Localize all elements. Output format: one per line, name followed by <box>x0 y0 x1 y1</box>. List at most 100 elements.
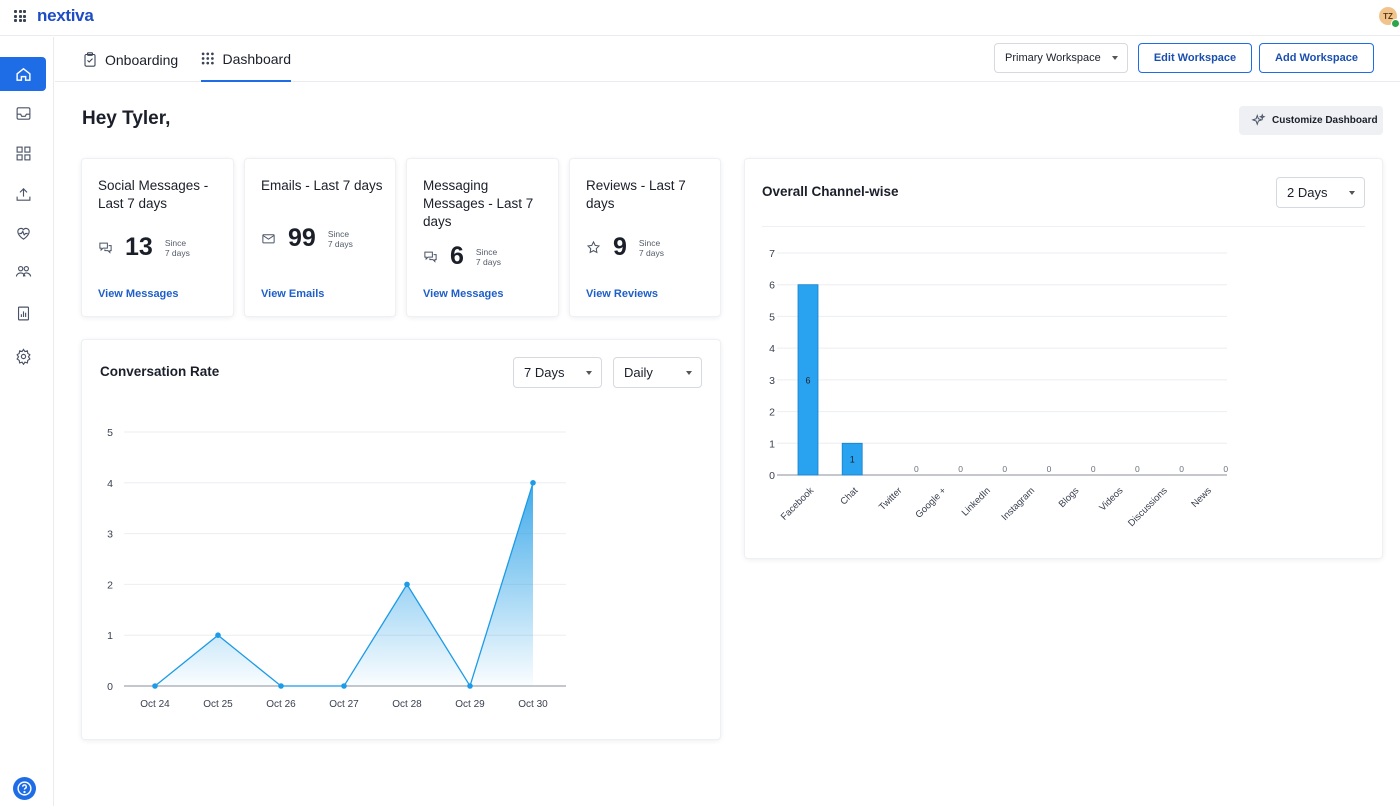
tab-dashboard[interactable]: Dashboard <box>201 37 291 82</box>
settings-icon <box>15 347 31 365</box>
y-tick-label: 3 <box>769 375 775 387</box>
apps-grid-icon <box>16 146 30 160</box>
chevron-down-icon <box>586 370 592 375</box>
x-tick-label: News <box>1189 485 1214 510</box>
view-messages-link[interactable]: View Messages <box>423 288 504 300</box>
page-greeting: Hey Tyler, <box>82 108 171 129</box>
x-tick-label: Oct 28 <box>392 699 422 710</box>
help-button[interactable] <box>13 777 36 800</box>
view-messages-link[interactable]: View Messages <box>98 288 179 300</box>
sidebar-item-team[interactable] <box>0 254 46 288</box>
x-tick-label: Oct 30 <box>518 699 548 710</box>
conversation-rate-chart: 0 1 2 3 4 5 Oct 24 Oct 25 Oct 26 Oct 27 Oct 28 Oct … <box>107 427 566 710</box>
stat-title: Social Messages - Last 7 days <box>98 178 209 211</box>
x-tick-label: Google + <box>913 485 949 521</box>
y-tick-label: 3 <box>107 529 113 541</box>
stat-since: Since 7 days <box>164 237 190 258</box>
nextiva-logo[interactable]: nextiva <box>37 6 94 25</box>
sidebar-item-publish[interactable] <box>0 177 46 211</box>
conversation-rate-panel: Conversation Rate 7 Days Daily 0 1 2 3 4 5 Oct… <box>82 340 720 739</box>
chevron-down-icon <box>1112 56 1118 60</box>
sparkle-icon <box>1251 113 1266 126</box>
home-icon <box>15 67 31 81</box>
chevron-down-icon <box>1349 190 1355 195</box>
x-tick-label: Oct 25 <box>203 699 233 710</box>
bar-value-label: 6 <box>805 375 810 385</box>
dashboard-grid-icon <box>201 52 214 65</box>
customize-dashboard-button[interactable]: Customize Dashboard <box>1239 106 1383 135</box>
page-header: Onboarding Dashboard Primary Workspace E… <box>55 37 1400 82</box>
bar-value-label: 0 <box>914 464 919 474</box>
y-tick-label: 0 <box>107 681 113 693</box>
x-tick-label: Instagram <box>999 485 1037 523</box>
stat-row: 9 Since 7 days <box>586 233 665 262</box>
mail-icon <box>262 234 275 244</box>
sidebar-item-apps[interactable] <box>0 136 46 170</box>
sidebar <box>0 37 54 806</box>
edit-workspace-button[interactable]: Edit Workspace <box>1138 43 1252 73</box>
x-tick-label: Videos <box>1097 485 1125 513</box>
bar-value-label: 0 <box>958 464 963 474</box>
workspace-select-value: Primary Workspace <box>1005 52 1101 64</box>
sidebar-item-settings[interactable] <box>0 339 46 373</box>
stat-title: Messaging Messages - Last 7 days <box>423 178 534 229</box>
x-tick-label: Oct 26 <box>266 699 296 710</box>
channel-wise-panel: Overall Channel-wise 2 Days 0 1 2 3 4 5 6 7 6 Fac… <box>745 159 1382 558</box>
publish-icon <box>16 187 30 201</box>
stat-value: 9 <box>613 233 627 261</box>
bar <box>797 284 819 476</box>
y-tick-label: 5 <box>107 427 113 439</box>
y-tick-label: 4 <box>769 343 775 355</box>
range-select[interactable]: 7 Days <box>513 357 602 388</box>
sidebar-item-inbox[interactable] <box>0 96 46 130</box>
view-reviews-link[interactable]: View Reviews <box>586 288 658 300</box>
stat-card-emails: Emails - Last 7 days 99 Since 7 days Vie… <box>245 159 395 316</box>
report-icon <box>17 306 29 320</box>
panel-title: Conversation Rate <box>100 364 220 379</box>
x-tick-label: Blogs <box>1057 485 1082 510</box>
app-launcher-icon[interactable] <box>14 10 26 22</box>
top-bar: nextiva TZ <box>0 0 1400 36</box>
granularity-select-value: Daily <box>624 365 653 380</box>
bar-value-label: 0 <box>1223 464 1228 474</box>
view-emails-link[interactable]: View Emails <box>261 288 325 300</box>
bar-value-label: 0 <box>1135 464 1140 474</box>
avatar-initials: TZ <box>1383 11 1393 21</box>
customize-dashboard-label: Customize Dashboard <box>1272 115 1378 126</box>
stat-row: 6 Since 7 days <box>423 242 502 271</box>
sidebar-item-reports[interactable] <box>0 296 46 330</box>
panel-title: Overall Channel-wise <box>762 184 899 199</box>
stat-title: Reviews - Last 7 days <box>586 178 686 211</box>
y-tick-label: 7 <box>769 248 775 260</box>
inbox-icon <box>16 106 30 120</box>
x-tick-label: Chat <box>838 485 860 507</box>
user-avatar[interactable]: TZ <box>1379 7 1400 28</box>
stat-title: Emails - Last 7 days <box>261 178 383 193</box>
stat-row: 99 Since 7 days <box>261 224 354 253</box>
data-point <box>215 632 221 638</box>
add-workspace-button[interactable]: Add Workspace <box>1259 43 1374 73</box>
bar-value-label: 0 <box>1091 464 1096 474</box>
y-tick-label: 1 <box>769 438 775 450</box>
stat-since: Since 7 days <box>475 246 501 267</box>
range-select-value: 7 Days <box>524 365 565 380</box>
online-status-icon <box>1391 19 1400 28</box>
sidebar-item-home[interactable] <box>0 57 46 91</box>
bar-value-label: 0 <box>1179 464 1184 474</box>
star-icon <box>586 240 601 254</box>
heart-pulse-icon <box>16 227 30 240</box>
workspace-select[interactable]: Primary Workspace <box>994 43 1128 73</box>
x-tick-label: Twitter <box>877 485 905 513</box>
granularity-select[interactable]: Daily <box>613 357 702 388</box>
bar <box>841 442 863 476</box>
channel-range-select[interactable]: 2 Days <box>1276 177 1365 208</box>
stat-value: 6 <box>450 242 464 270</box>
data-point <box>404 581 410 588</box>
stat-value: 13 <box>125 233 153 261</box>
stat-card-messaging: Messaging Messages - Last 7 days 6 Since… <box>407 159 558 316</box>
x-tick-label: Oct 29 <box>455 699 485 710</box>
sidebar-item-health[interactable] <box>0 216 46 250</box>
bar-value-label: 0 <box>1002 464 1007 474</box>
x-tick-label: Oct 27 <box>329 699 359 710</box>
tab-onboarding[interactable]: Onboarding <box>83 37 178 82</box>
